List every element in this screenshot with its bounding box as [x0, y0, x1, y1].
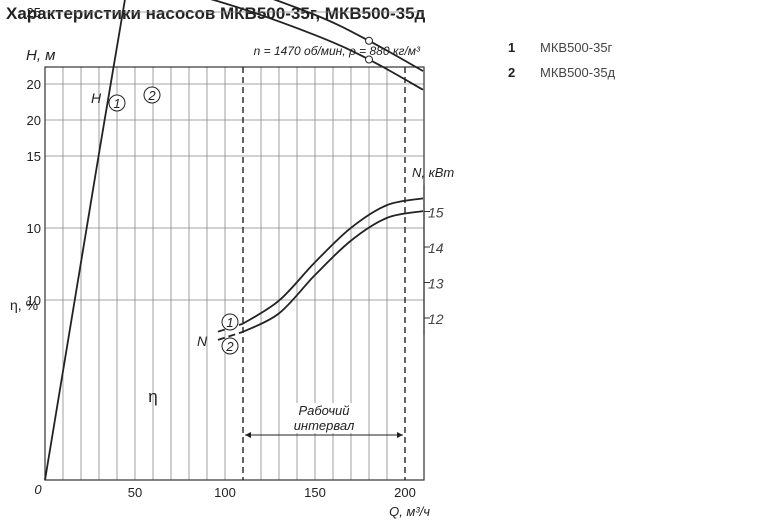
- curve-number-label: 1: [226, 315, 233, 330]
- h-tick-label: 25: [27, 5, 41, 20]
- h-operating-point: [365, 55, 373, 64]
- n-tick-label: 14: [428, 240, 444, 256]
- legend-item: 2 МКВ500-35д: [508, 65, 615, 80]
- h-operating-point: [365, 36, 373, 45]
- legend-number: 2: [508, 65, 516, 80]
- arrow-head-left: [245, 432, 251, 438]
- h-axis-title: H, м: [26, 47, 55, 64]
- n-axis-title: N, кВт: [412, 165, 454, 180]
- curve-number-badge: [143, 86, 161, 104]
- curve-number-label: 2: [225, 339, 234, 354]
- curve-number-label: 2: [147, 88, 156, 103]
- series-line-N-2: [242, 210, 424, 333]
- n-tick-label: 15: [428, 205, 444, 221]
- legend-number: 1: [508, 40, 516, 55]
- h-tick-label: 10: [27, 221, 41, 236]
- h-tick-label: 20: [27, 77, 41, 92]
- eta-tick-label: 10: [27, 293, 41, 308]
- x-tick-label: 50: [128, 485, 142, 500]
- h-tick-label: 15: [27, 149, 41, 164]
- x-tick-label: 150: [304, 485, 326, 500]
- conditions-label: n = 1470 об/мин, ρ = 880 кг/м³: [254, 44, 421, 58]
- x-tick-label: 0: [34, 482, 42, 497]
- legend-item: 1 МКВ500-35г: [508, 40, 615, 55]
- curve-number-badge: [221, 337, 239, 355]
- arrow-head-right: [397, 432, 403, 438]
- eta-axis-title: η, %: [10, 297, 38, 313]
- x-tick-label: 100: [214, 485, 236, 500]
- working-interval-label: интервал: [294, 418, 355, 433]
- curve-number-badge: [221, 313, 239, 331]
- n-tick-label: 13: [428, 276, 444, 292]
- curve-number-badge: [108, 94, 126, 112]
- curve-name-n: N: [197, 333, 208, 349]
- series-line-N-1: [242, 197, 424, 325]
- plot-frame: [44, 66, 425, 481]
- working-interval-label-bg: [289, 403, 359, 433]
- curve-name-h: H: [91, 90, 102, 106]
- curve-name-eta: η: [148, 387, 157, 406]
- working-interval-label: Рабочий: [298, 403, 349, 418]
- legend-label: МКВ500-35д: [540, 65, 616, 80]
- n-lead-in: [217, 330, 244, 341]
- x-axis-title: Q, м³/ч: [389, 504, 430, 519]
- n-tick-label: 12: [428, 311, 444, 327]
- eta-tick-label: 20: [27, 113, 41, 128]
- x-tick-label: 200: [394, 485, 416, 500]
- curve-number-label: 1: [113, 96, 120, 111]
- series-line-eta: [44, 0, 126, 481]
- legend: 1 МКВ500-35г 2 МКВ500-35д: [508, 40, 615, 90]
- legend-label: МКВ500-35г: [540, 40, 613, 55]
- page-title: Характеристики насосов МКВ500-35г, МКВ50…: [6, 4, 426, 23]
